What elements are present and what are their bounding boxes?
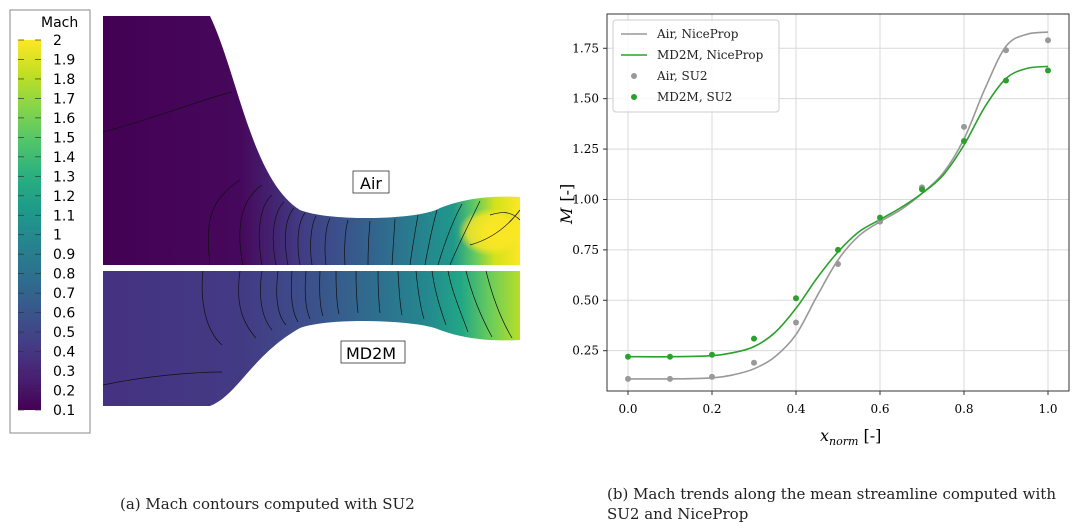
chart-series bbox=[625, 31, 1051, 382]
series-point bbox=[709, 373, 715, 380]
x-tick-label: 0.6 bbox=[870, 402, 889, 416]
y-axis-label: M[-] bbox=[557, 184, 576, 225]
series-point bbox=[625, 353, 631, 360]
colorbar-tick-label: 1 bbox=[53, 228, 62, 244]
y-tick-label: 0.50 bbox=[572, 293, 599, 307]
legend-marker-swatch bbox=[631, 73, 637, 79]
air-contour-lines bbox=[102, 91, 521, 266]
series-point bbox=[919, 186, 925, 193]
mach-trend-figure: 0.0 0.2 0.4 0.6 0.8 1.0 0.25 0.50 0.75 1.00 1.25 1.… bbox=[548, 0, 1072, 528]
series-point bbox=[961, 123, 967, 130]
colorbar-tick-label: 0.8 bbox=[53, 267, 75, 283]
x-tick-label: 1.0 bbox=[1038, 402, 1057, 416]
legend-entry: Air, SU2 bbox=[656, 69, 708, 83]
series-point bbox=[1045, 67, 1051, 74]
md2m-domain bbox=[103, 271, 520, 406]
colorbar-tick-label: 0.1 bbox=[53, 403, 75, 419]
md2m-label: MD2M bbox=[346, 344, 396, 363]
series-point bbox=[877, 214, 883, 221]
x-axis-label: xnorm [-] bbox=[820, 426, 881, 448]
series-point bbox=[1045, 37, 1051, 44]
colorbar-tick-label: 1.2 bbox=[53, 189, 75, 205]
plot-frame bbox=[606, 13, 1070, 392]
chart-legend: Air, NiceProp MD2M, NiceProp Air, SU2 MD2M,… bbox=[612, 19, 780, 113]
series-line bbox=[627, 31, 1049, 380]
legend-entry: Air, NiceProp bbox=[656, 27, 739, 41]
contour-figure: Mach 2 1.9 1.8 1.7 1.6 1.5 1.4 1.3 1.2 1.1 1 0.9 0.8… bbox=[9, 9, 522, 434]
y-tick-label: 1.75 bbox=[572, 41, 599, 55]
md2m-contour-lines bbox=[102, 270, 513, 386]
colorbar-tick-label: 1.7 bbox=[53, 91, 75, 107]
colorbar-tick-label: 0.5 bbox=[53, 325, 75, 341]
colorbar bbox=[18, 40, 41, 410]
colorbar-tick-label: 1.1 bbox=[53, 208, 75, 224]
colorbar-tick-label: 1.3 bbox=[53, 169, 75, 185]
colorbar-tick-label: 0.7 bbox=[53, 286, 75, 302]
y-tick-label: 1.00 bbox=[572, 192, 599, 206]
y-tick-label: 0.75 bbox=[572, 243, 599, 257]
x-tick-label: 0.2 bbox=[702, 402, 721, 416]
legend-marker-swatch bbox=[631, 94, 637, 100]
y-tick-label: 1.50 bbox=[572, 92, 599, 106]
caption-a: (a) Mach contours computed with SU2 bbox=[120, 495, 415, 513]
legend-entry: MD2M, NiceProp bbox=[657, 48, 764, 62]
colorbar-tick-label: 0.6 bbox=[53, 306, 75, 322]
air-high-mach-region bbox=[458, 208, 522, 256]
colorbar-tick-label: 1.6 bbox=[53, 111, 75, 127]
x-tick-label: 0.4 bbox=[786, 402, 805, 416]
colorbar-tick-label: 0.3 bbox=[53, 364, 75, 380]
series-point bbox=[751, 335, 757, 342]
series-point bbox=[835, 260, 841, 267]
series-point bbox=[835, 246, 841, 253]
contour-plot: Mach 2 1.9 1.8 1.7 1.6 1.5 1.4 1.3 1.2 1.1 1 0.9 0.8… bbox=[9, 9, 522, 434]
x-tick-label: 0.8 bbox=[954, 402, 973, 416]
y-tick-label: 0.25 bbox=[572, 344, 599, 358]
caption-b: (b) Mach trends along the mean streamlin… bbox=[607, 485, 1056, 523]
chart-grid bbox=[607, 14, 1069, 391]
air-label-box bbox=[352, 170, 390, 194]
legend-entry: MD2M, SU2 bbox=[657, 90, 732, 104]
chart-ticks: 0.0 0.2 0.4 0.6 0.8 1.0 0.25 0.50 0.75 1.00 1.25 1.… bbox=[572, 41, 1057, 416]
series-point bbox=[1003, 47, 1009, 54]
colorbar-tick-label: 1.4 bbox=[53, 150, 75, 166]
colorbar-tick-label: 1.9 bbox=[53, 52, 75, 68]
colorbar-tick-label: 1.5 bbox=[53, 130, 75, 146]
mach-trend-chart: 0.0 0.2 0.4 0.6 0.8 1.0 0.25 0.50 0.75 1.00 1.25 1.… bbox=[557, 13, 1070, 448]
series-point bbox=[709, 351, 715, 358]
series-point bbox=[667, 353, 673, 360]
colorbar-title: Mach bbox=[41, 15, 78, 31]
series-point bbox=[625, 375, 631, 382]
series-point bbox=[751, 359, 757, 366]
x-tick-label: 0.0 bbox=[618, 402, 637, 416]
series-line bbox=[627, 65, 1049, 358]
colorbar-ticks: 2 1.9 1.8 1.7 1.6 1.5 1.4 1.3 1.2 1.1 1 0.9 0.8 0.7 0.… bbox=[18, 33, 75, 419]
colorbar-tick-label: 0.4 bbox=[53, 345, 75, 361]
colorbar-tick-label: 2 bbox=[53, 33, 62, 49]
md2m-label-box bbox=[340, 340, 406, 364]
air-domain bbox=[103, 16, 520, 265]
legend-box bbox=[612, 19, 780, 113]
colorbar-tick-label: 0.2 bbox=[53, 384, 75, 400]
series-point bbox=[1003, 77, 1009, 84]
colorbar-tick-label: 1.8 bbox=[53, 72, 75, 88]
series-point bbox=[961, 138, 967, 145]
air-label: Air bbox=[360, 174, 382, 193]
series-point bbox=[667, 375, 673, 382]
series-point bbox=[793, 295, 799, 302]
colorbar-tick-label: 0.9 bbox=[53, 247, 75, 263]
series-point bbox=[793, 319, 799, 326]
y-tick-label: 1.25 bbox=[572, 142, 599, 156]
